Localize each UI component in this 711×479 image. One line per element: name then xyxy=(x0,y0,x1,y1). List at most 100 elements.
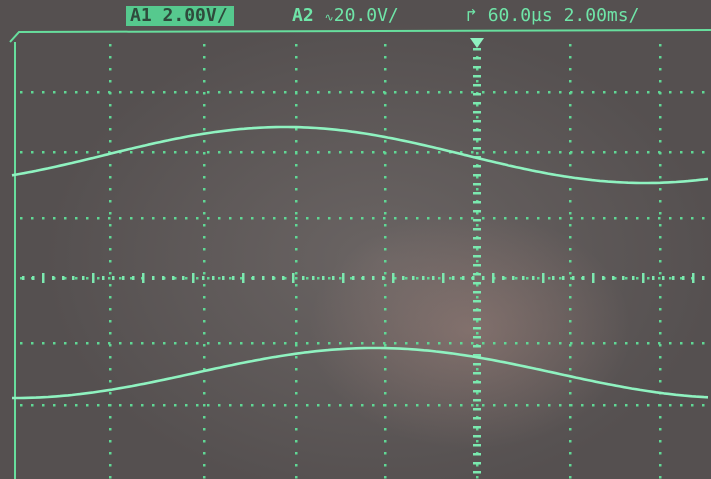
grid-dot xyxy=(647,91,650,94)
grid-dot xyxy=(460,217,463,220)
grid-dot xyxy=(218,217,221,220)
grid-dot xyxy=(109,164,112,167)
grid-dot xyxy=(526,277,529,280)
grid-dot xyxy=(659,320,662,323)
grid-dot xyxy=(471,217,474,220)
grid-dot xyxy=(109,116,112,119)
grid-dot xyxy=(416,151,419,154)
grid-dot xyxy=(592,91,595,94)
grid-dot xyxy=(515,342,518,345)
grid-dot xyxy=(476,332,479,335)
grid-dot xyxy=(537,91,540,94)
grid-dot xyxy=(659,440,662,443)
grid-dot xyxy=(372,217,375,220)
grid-dot xyxy=(295,56,298,59)
grid-dot xyxy=(559,217,562,220)
grid-dot xyxy=(203,236,206,239)
grid-dot xyxy=(449,91,452,94)
grid-dot xyxy=(207,217,210,220)
axis-tick xyxy=(473,219,481,222)
grid-dot xyxy=(203,200,206,203)
grid-dot xyxy=(109,212,112,215)
channel-2-setting[interactable]: A2 ∿20.0V/ xyxy=(292,6,399,28)
axis-tick xyxy=(473,336,481,339)
grid-dot xyxy=(75,277,78,280)
axis-tick xyxy=(473,399,481,402)
grid-dot xyxy=(350,277,353,280)
grid-dot xyxy=(317,404,320,407)
grid-dot xyxy=(203,356,206,359)
grid-dot xyxy=(569,308,572,311)
axis-tick xyxy=(473,183,481,186)
grid-dot xyxy=(295,308,298,311)
channel-1-scale: 2.00V/ xyxy=(162,5,228,26)
grid-dot xyxy=(20,342,23,345)
grid-dot xyxy=(53,217,56,220)
grid-dot xyxy=(659,68,662,71)
grid-dot xyxy=(109,344,112,347)
grid-dot xyxy=(328,342,331,345)
grid-dot xyxy=(86,404,89,407)
grid-dot xyxy=(295,404,298,407)
axis-tick xyxy=(602,276,605,280)
grid-dot xyxy=(207,342,210,345)
grid-dot xyxy=(394,404,397,407)
grid-dot xyxy=(203,56,206,59)
axis-tick xyxy=(242,273,245,283)
grid-dot xyxy=(569,224,572,227)
grid-dot xyxy=(570,404,573,407)
grid-dot xyxy=(659,284,662,287)
grid-dot xyxy=(384,320,387,323)
grid-dot xyxy=(119,217,122,220)
grid-dot xyxy=(109,308,112,311)
grid-dot xyxy=(570,91,573,94)
axis-tick xyxy=(473,273,481,276)
grid-dots xyxy=(20,44,705,479)
grid-dot xyxy=(449,342,452,345)
axis-tick xyxy=(473,300,481,303)
grid-dot xyxy=(20,91,23,94)
axis-tick xyxy=(192,273,195,283)
grid-dot xyxy=(476,176,479,179)
grid-dot xyxy=(109,44,112,47)
channel-1-setting[interactable]: A1 2.00V/ xyxy=(126,6,234,26)
grid-dot xyxy=(669,151,672,154)
grid-dot xyxy=(295,44,298,47)
grid-dot xyxy=(109,272,112,275)
grid-dot xyxy=(384,212,387,215)
grid-dot xyxy=(526,151,529,154)
grid-dot xyxy=(284,277,287,280)
axis-tick xyxy=(42,273,45,283)
axis-tick xyxy=(473,471,481,474)
axis-tick xyxy=(502,276,505,280)
grid-dot xyxy=(295,80,298,83)
grid-dot xyxy=(130,277,133,280)
trigger-edge-icon: ↱ xyxy=(466,5,477,26)
axis-tick xyxy=(32,276,35,280)
grid-dot xyxy=(97,404,100,407)
grid-dot xyxy=(185,217,188,220)
grid-dot xyxy=(394,91,397,94)
grid-dot xyxy=(295,368,298,371)
grid-dot xyxy=(515,217,518,220)
grid-dot xyxy=(614,217,617,220)
grid-dot xyxy=(384,272,387,275)
timebase-setting[interactable]: ↱ 60.0µs 2.00ms/ xyxy=(466,6,639,26)
grid-dot xyxy=(262,404,265,407)
axis-tick xyxy=(473,120,481,123)
axis-tick xyxy=(473,93,481,96)
grid-dot xyxy=(427,342,430,345)
grid-dot xyxy=(203,332,206,335)
grid-dot xyxy=(295,342,298,345)
grid-dot xyxy=(64,91,67,94)
grid-dot xyxy=(163,151,166,154)
grid-dot xyxy=(659,464,662,467)
grid-dot xyxy=(384,260,387,263)
grid-dot xyxy=(476,320,479,323)
grid-dot xyxy=(659,428,662,431)
grid-dot xyxy=(680,151,683,154)
grid-dot xyxy=(207,404,210,407)
grid-dot xyxy=(658,91,661,94)
grid-dot xyxy=(515,404,518,407)
grid-dot xyxy=(658,217,661,220)
